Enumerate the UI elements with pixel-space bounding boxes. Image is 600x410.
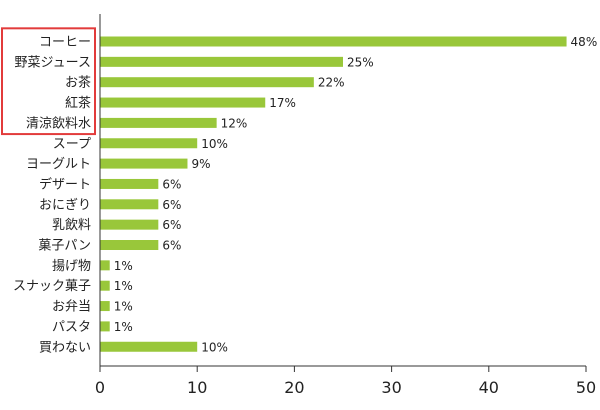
category-label: スナック菓子 xyxy=(13,279,91,294)
value-label: 9% xyxy=(191,157,210,171)
bar-row: 菓子パン 6% xyxy=(38,239,181,254)
value-label: 17% xyxy=(269,96,296,110)
bar-row: スープ 10% xyxy=(53,137,228,152)
bar-row: お弁当 1% xyxy=(52,300,133,315)
bar xyxy=(100,117,217,128)
x-tick-label: 30 xyxy=(381,378,401,397)
value-label: 22% xyxy=(318,76,345,90)
bar-row: コーヒー 48% xyxy=(39,35,597,50)
bar-row: 揚げ物 1% xyxy=(52,258,133,274)
bar-row: 乳飲料 6% xyxy=(52,217,181,233)
bar-row: ヨーグルト 9% xyxy=(26,157,211,172)
bar xyxy=(100,280,110,291)
bar xyxy=(100,219,159,230)
bar-row: 買わない 10% xyxy=(39,340,228,355)
bar xyxy=(100,240,159,250)
bar-row: 紅茶 17% xyxy=(65,95,296,111)
category-label: おにぎり xyxy=(39,198,91,213)
value-label: 1% xyxy=(114,300,133,314)
value-label: 6% xyxy=(162,239,181,253)
bar xyxy=(100,199,159,210)
x-tick-label: 20 xyxy=(284,378,304,397)
category-label: ヨーグルト xyxy=(26,157,91,172)
value-label: 1% xyxy=(114,259,133,273)
highlight-box xyxy=(1,27,96,136)
bar xyxy=(100,36,567,47)
bar-row: パスタ 1% xyxy=(52,320,133,335)
bar xyxy=(100,341,198,352)
value-label: 6% xyxy=(162,198,181,212)
bar-row: おにぎり 6% xyxy=(39,198,181,213)
category-label: デザート xyxy=(39,176,91,192)
bar xyxy=(100,77,314,88)
bar-row: 清涼飲料水 12% xyxy=(26,115,247,131)
bar xyxy=(100,138,198,149)
bar xyxy=(100,178,159,189)
category-label: 買わない xyxy=(39,340,91,355)
bar xyxy=(100,158,188,169)
category-label: 紅茶 xyxy=(65,95,91,111)
bar xyxy=(100,321,110,332)
value-label: 1% xyxy=(114,320,133,334)
value-label: 48% xyxy=(571,35,598,49)
value-label: 6% xyxy=(162,177,181,191)
category-label: パスタ xyxy=(52,320,91,335)
value-label: 25% xyxy=(347,55,374,69)
bar-row: お茶 22% xyxy=(65,75,345,91)
category-label: お茶 xyxy=(65,75,91,91)
category-label: コーヒー xyxy=(39,35,91,50)
bar xyxy=(100,301,110,312)
category-label: 揚げ物 xyxy=(52,258,91,274)
bar xyxy=(100,97,266,108)
category-label: 菓子パン xyxy=(38,239,91,254)
x-tick-label: 0 xyxy=(95,378,105,397)
value-label: 1% xyxy=(114,279,133,293)
x-tick-label: 40 xyxy=(479,378,499,397)
bar-row: デザート 6% xyxy=(39,176,181,192)
value-label: 6% xyxy=(162,218,181,232)
value-label: 10% xyxy=(201,340,228,354)
category-label: 乳飲料 xyxy=(52,217,91,233)
bar xyxy=(100,56,343,67)
category-label: スープ xyxy=(53,137,91,152)
x-tick-label: 50 xyxy=(576,378,596,397)
bar-row: スナック菓子 1% xyxy=(13,279,133,294)
category-label: 野菜ジュース xyxy=(15,55,91,70)
value-label: 10% xyxy=(201,137,228,151)
bar-row: 野菜ジュース 25% xyxy=(15,55,374,70)
category-label: お弁当 xyxy=(52,300,91,315)
category-label: 清涼飲料水 xyxy=(26,115,91,131)
value-label: 12% xyxy=(221,116,248,130)
x-tick-label: 10 xyxy=(187,378,207,397)
bar xyxy=(100,260,110,271)
